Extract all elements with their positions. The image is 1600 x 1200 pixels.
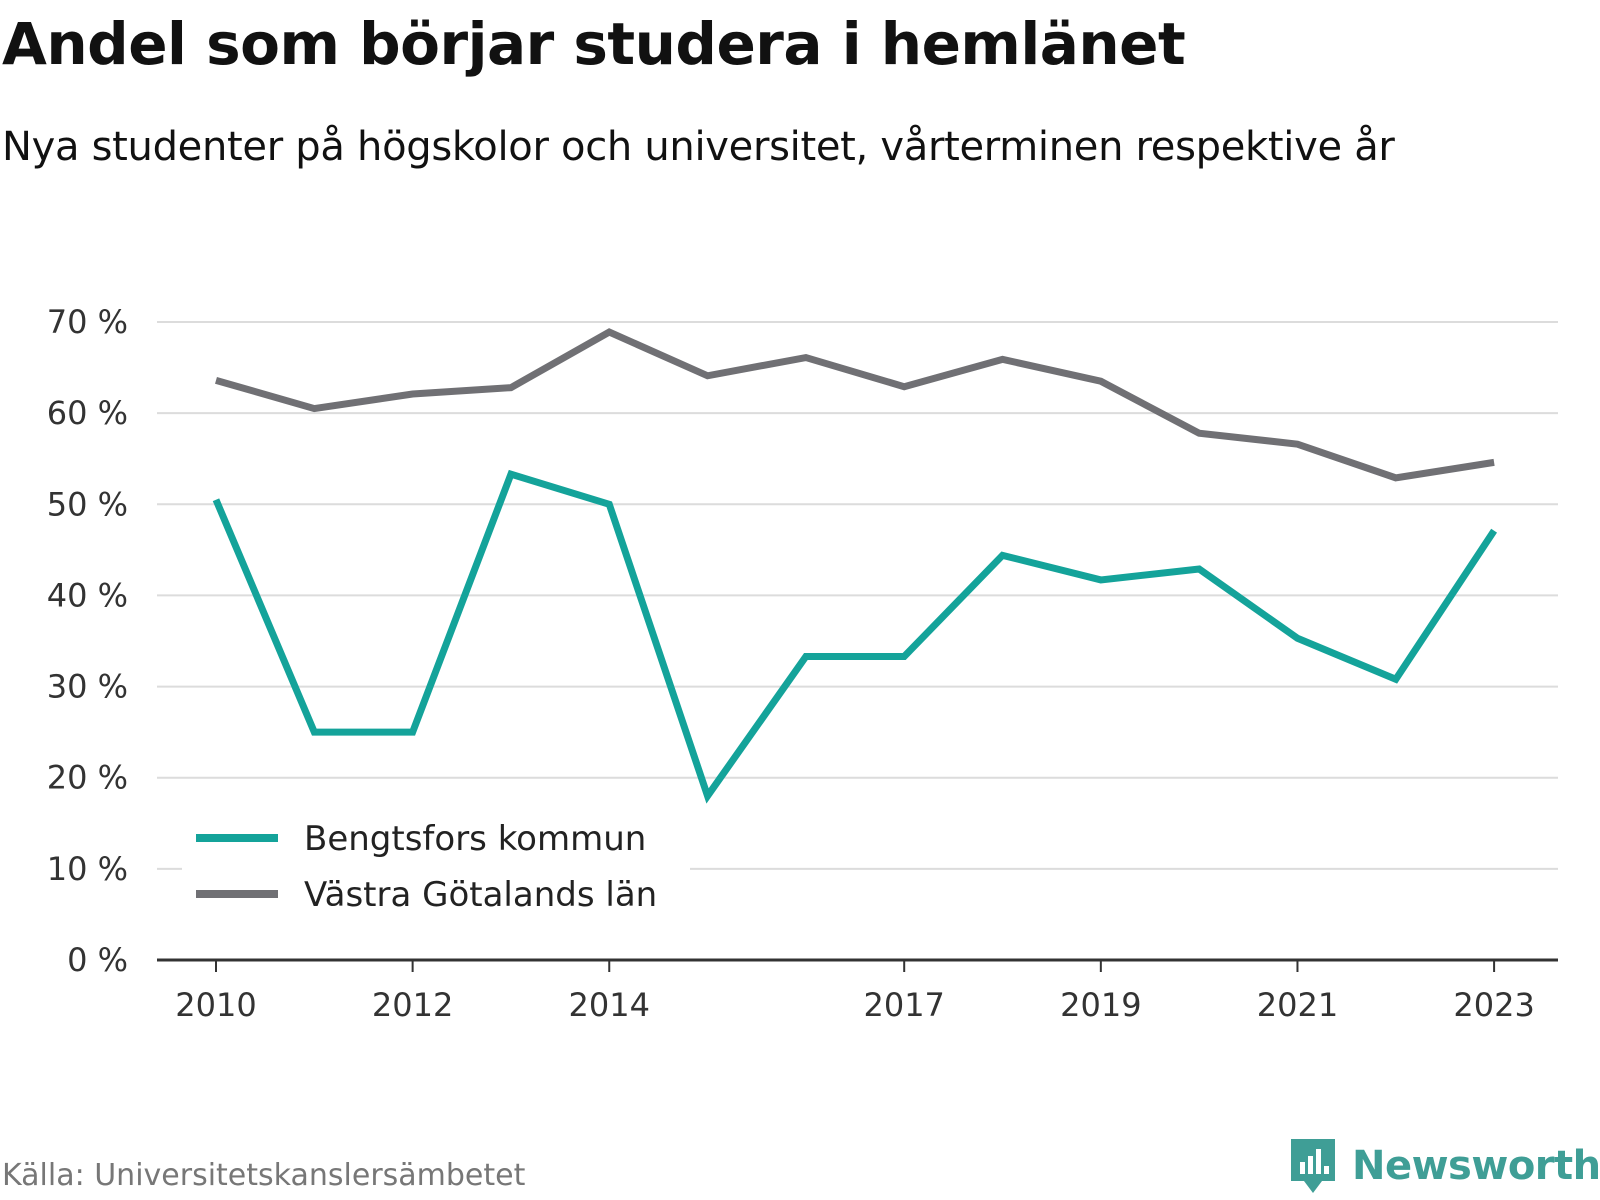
legend-label-2: Västra Götalands län [304,875,657,915]
chart-subtitle: Nya studenter på högskolor och universit… [2,124,1395,170]
series-line-2 [215,328,1495,482]
x-tick-label: 2012 [372,986,453,1024]
source-note: Källa: Universitetskanslersämbetet [2,1158,526,1193]
y-tick-label: 20 % [47,759,128,797]
y-tick-label: 70 % [47,303,128,341]
y-tick-label: 40 % [47,576,128,614]
x-tick-label: 2019 [1060,986,1141,1024]
x-tick-label: 2014 [569,986,650,1024]
line-chart: 0 % 10 % 20 % 30 % 40 % 50 % 60 % 70 % 2010 2012… [47,303,1558,1024]
x-axis: 2010 2012 2014 2017 2019 2021 2023 [157,958,1558,1024]
y-tick-label: 0 % [67,941,128,979]
x-tick-label: 2010 [175,986,256,1024]
series-line-1 [212,469,1498,804]
legend: Bengtsfors kommun Västra Götalands län [182,808,690,932]
legend-label-1: Bengtsfors kommun [304,819,646,859]
y-axis: 0 % 10 % 20 % 30 % 40 % 50 % 60 % 70 % [47,303,128,979]
y-tick-label: 30 % [47,668,128,706]
brand-name: Newsworthy [1352,1143,1600,1189]
series-lines [212,328,1498,804]
x-tick-label: 2021 [1257,986,1338,1024]
x-tick-label: 2017 [863,986,944,1024]
x-tick-label: 2023 [1453,986,1534,1024]
chart-title: Andel som börjar studera i hemlänet [2,10,1186,78]
y-tick-label: 60 % [47,394,128,432]
newsworthy-logo-icon [1291,1139,1335,1193]
y-tick-label: 50 % [47,485,128,523]
brand-logo: Newsworthy [1288,1136,1600,1196]
y-tick-label: 10 % [47,850,128,888]
legend-background [182,808,690,932]
